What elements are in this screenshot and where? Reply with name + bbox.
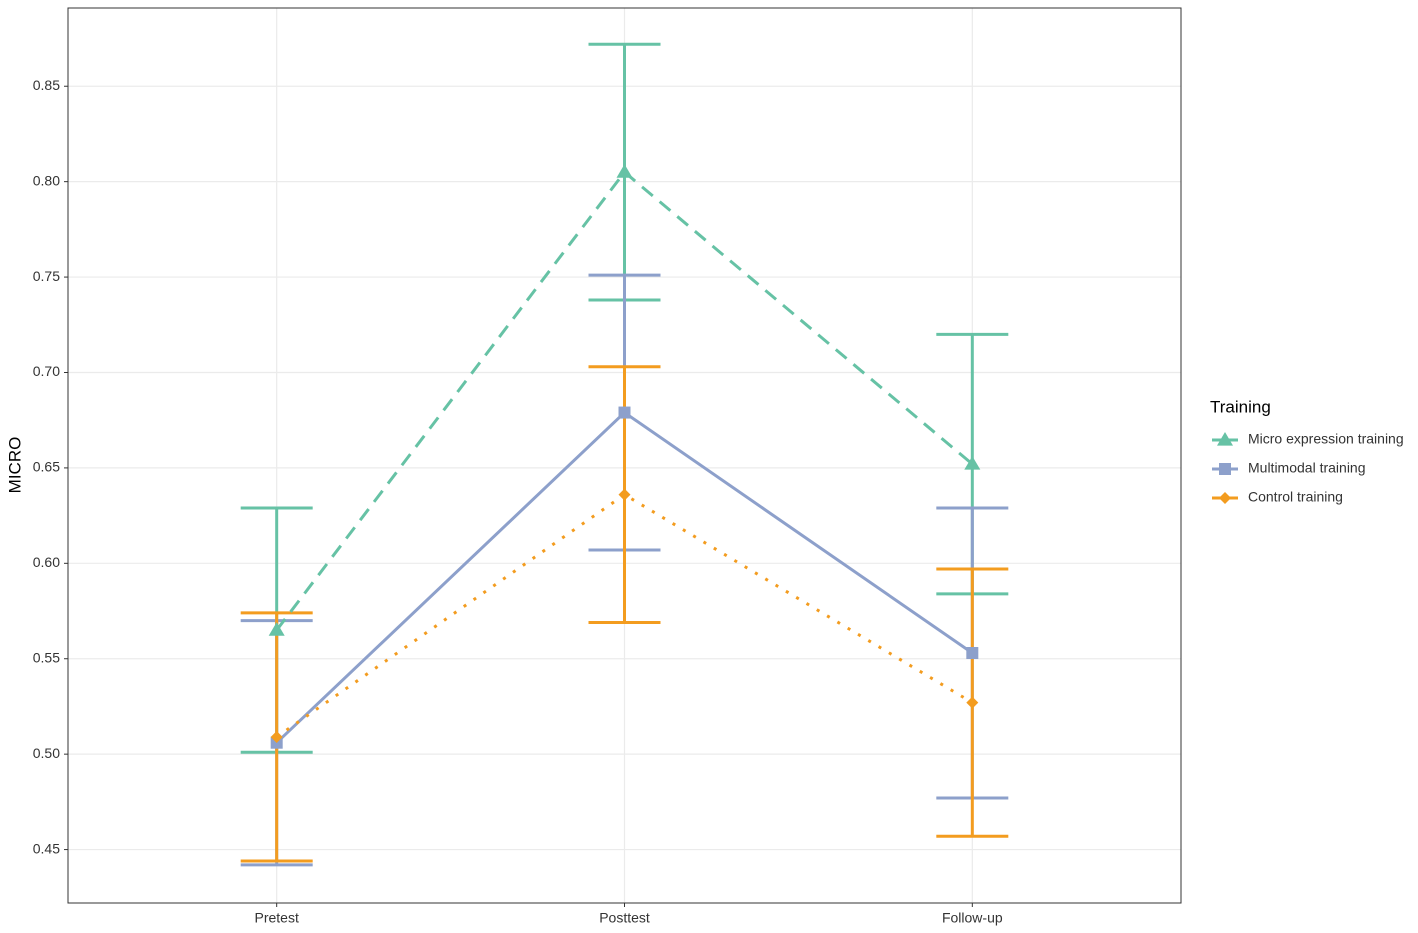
y-tick-label: 0.55 — [33, 649, 60, 665]
y-tick-label: 0.80 — [33, 172, 60, 188]
marker — [964, 456, 981, 470]
y-tick-label: 0.60 — [33, 554, 60, 570]
marker — [268, 622, 285, 636]
y-tick-label: 0.50 — [33, 745, 60, 761]
marker — [966, 647, 979, 660]
x-tick-label: Follow-up — [942, 910, 1003, 926]
y-tick-label: 0.70 — [33, 363, 60, 379]
legend-label: Control training — [1248, 489, 1343, 505]
y-axis-label: MICRO — [5, 437, 24, 494]
marker — [618, 488, 631, 501]
marker — [966, 696, 979, 709]
legend-key-marker — [1219, 463, 1231, 475]
y-tick-label: 0.65 — [33, 459, 60, 475]
legend-label: Multimodal training — [1248, 460, 1366, 476]
legend-key-marker — [1219, 492, 1231, 504]
marker — [618, 406, 631, 419]
marker — [616, 164, 633, 178]
y-tick-label: 0.75 — [33, 268, 60, 284]
legend-key-marker — [1217, 432, 1233, 446]
x-tick-label: Pretest — [255, 910, 299, 926]
marker — [270, 730, 283, 743]
panel — [67, 7, 1182, 904]
y-tick-label: 0.45 — [33, 840, 60, 856]
y-tick-label: 0.85 — [33, 77, 60, 93]
legend-label: Micro expression training — [1248, 431, 1404, 447]
legend-title: Training — [1210, 397, 1271, 416]
x-tick-label: Posttest — [599, 910, 650, 926]
